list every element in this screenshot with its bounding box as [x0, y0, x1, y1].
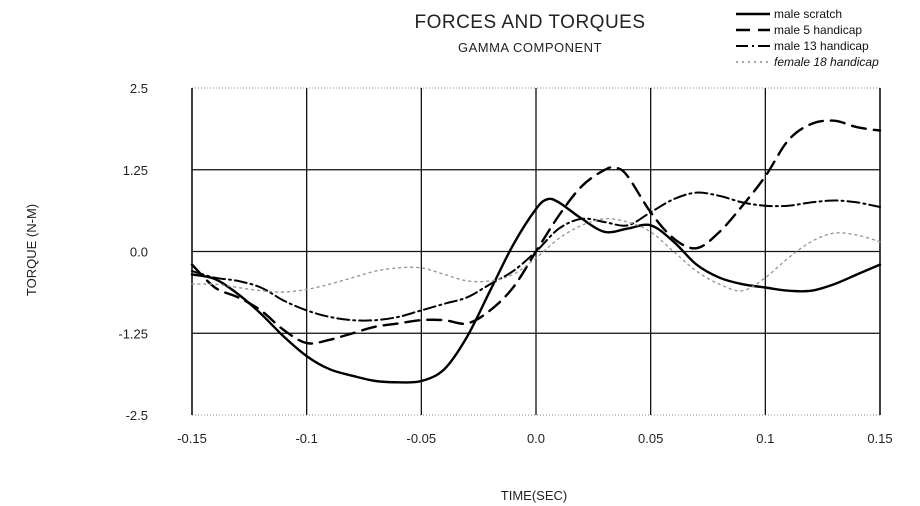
x-tick-label: -0.1 — [295, 431, 317, 446]
legend: male scratch male 5 handicap male 13 handi… — [736, 7, 879, 69]
y-tick-label: 0.0 — [130, 245, 148, 260]
x-tick-label: 0.15 — [867, 431, 892, 446]
series-line-male-5-handicap — [190, 119, 882, 345]
x-axis-label: TIME(SEC) — [501, 488, 567, 503]
legend-label: male 5 handicap — [774, 23, 862, 37]
axis-ticks: -0.15 -0.1 -0.05 0.0 0.05 0.1 0.15 2.5 1.25 0.0 -1… — [118, 81, 892, 446]
chart-title: FORCES AND TORQUES — [414, 12, 645, 33]
series-line-male-scratch — [190, 197, 882, 384]
legend-label: male scratch — [774, 7, 842, 21]
x-tick-label: -0.15 — [177, 431, 207, 446]
plot-grid — [191, 87, 881, 416]
series-lines — [190, 119, 882, 384]
legend-label: female 18 handicap — [774, 55, 879, 69]
series-line-male-13-handicap — [191, 191, 881, 322]
y-tick-label: -1.25 — [118, 326, 148, 341]
x-tick-label: 0.05 — [638, 431, 663, 446]
y-tick-label: -2.5 — [126, 408, 148, 423]
x-tick-label: 0.0 — [527, 431, 545, 446]
legend-label: male 13 handicap — [774, 39, 869, 53]
y-tick-label: 2.5 — [130, 81, 148, 96]
y-tick-label: 1.25 — [123, 163, 148, 178]
y-axis-label: TORQUE (N-M) — [24, 204, 39, 296]
chart-subtitle: GAMMA COMPONENT — [458, 40, 602, 55]
x-tick-label: 0.1 — [756, 431, 774, 446]
x-tick-label: -0.05 — [407, 431, 437, 446]
series-line-female-18-handicap — [191, 218, 881, 293]
